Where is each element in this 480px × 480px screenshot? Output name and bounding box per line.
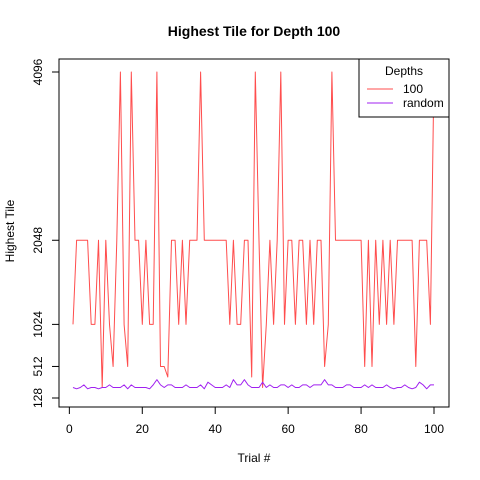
- legend-box: [358, 58, 450, 118]
- x-tick-label: 100: [424, 422, 444, 436]
- y-tick-label: 1024: [31, 311, 45, 338]
- x-tick-label: 20: [136, 422, 150, 436]
- x-tick-label: 0: [66, 422, 73, 436]
- legend-label-random: random: [403, 96, 444, 110]
- y-tick-label: 128: [31, 388, 45, 408]
- x-tick-label: 60: [281, 422, 295, 436]
- series-layer: [72, 71, 435, 390]
- x-tick-label: 80: [354, 422, 368, 436]
- y-tick-label: 512: [31, 356, 45, 376]
- chart-title: Highest Tile for Depth 100: [168, 23, 341, 39]
- y-tick-label: 2048: [31, 227, 45, 254]
- legend: Depths 100 random: [358, 58, 450, 118]
- legend-label-100: 100: [403, 82, 423, 96]
- x-axis-label: Trial #: [238, 451, 271, 465]
- series-line-100: [72, 71, 435, 388]
- y-tick-label: 4096: [31, 58, 45, 85]
- series-line-random: [72, 379, 434, 390]
- legend-title: Depths: [385, 64, 423, 78]
- x-tick-label: 40: [209, 422, 223, 436]
- y-axis: 128 512 1024 2048 4096: [31, 58, 60, 408]
- y-axis-label: Highest Tile: [3, 199, 17, 262]
- x-axis: 0 20 40 60 80 100: [66, 406, 444, 436]
